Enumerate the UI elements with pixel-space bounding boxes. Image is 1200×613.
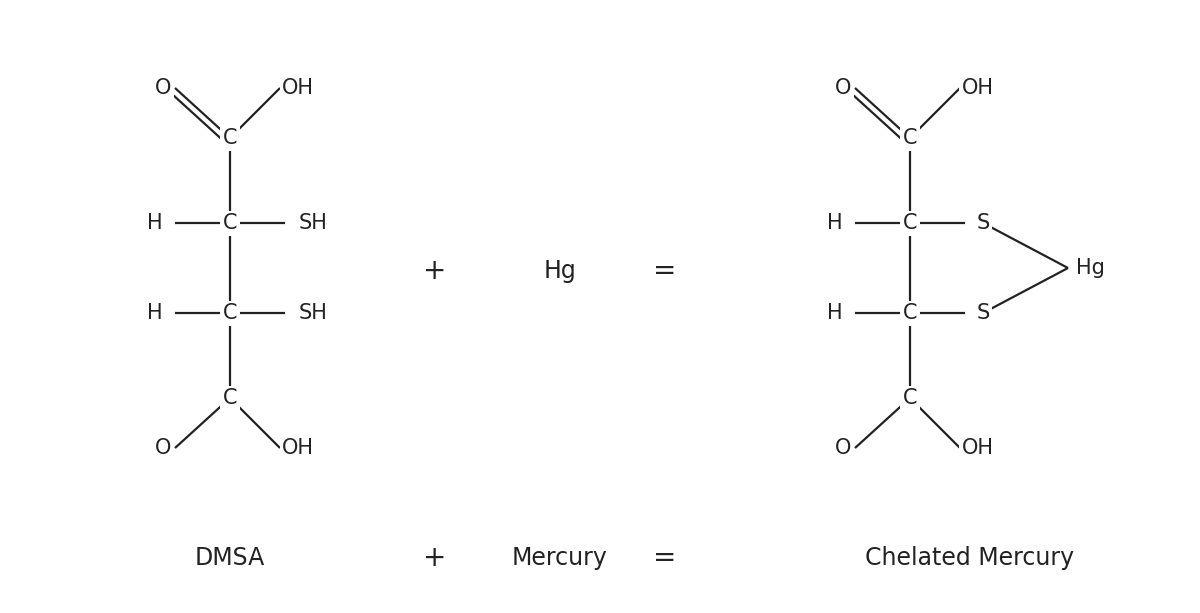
Text: H: H — [827, 303, 842, 323]
Text: DMSA: DMSA — [194, 546, 265, 570]
Text: O: O — [835, 78, 851, 98]
Text: C: C — [902, 303, 917, 323]
Text: S: S — [977, 303, 990, 323]
Text: SH: SH — [299, 303, 328, 323]
Text: H: H — [827, 213, 842, 233]
Text: C: C — [902, 388, 917, 408]
Text: SH: SH — [299, 213, 328, 233]
Text: OH: OH — [282, 438, 314, 458]
Text: S: S — [977, 213, 990, 233]
Text: =: = — [653, 544, 677, 572]
Text: C: C — [902, 213, 917, 233]
Text: C: C — [223, 388, 238, 408]
Text: OH: OH — [282, 78, 314, 98]
Text: OH: OH — [962, 438, 994, 458]
Text: C: C — [902, 128, 917, 148]
Text: OH: OH — [962, 78, 994, 98]
Text: C: C — [223, 303, 238, 323]
Text: O: O — [835, 438, 851, 458]
Text: O: O — [155, 438, 172, 458]
Text: Hg: Hg — [1075, 258, 1104, 278]
Text: +: + — [424, 257, 446, 285]
Text: H: H — [148, 303, 163, 323]
Text: Hg: Hg — [544, 259, 576, 283]
Text: =: = — [653, 257, 677, 285]
Text: O: O — [155, 78, 172, 98]
Text: +: + — [424, 544, 446, 572]
Text: C: C — [223, 128, 238, 148]
Text: Chelated Mercury: Chelated Mercury — [865, 546, 1074, 570]
Text: C: C — [223, 213, 238, 233]
Text: H: H — [148, 213, 163, 233]
Text: Mercury: Mercury — [512, 546, 608, 570]
